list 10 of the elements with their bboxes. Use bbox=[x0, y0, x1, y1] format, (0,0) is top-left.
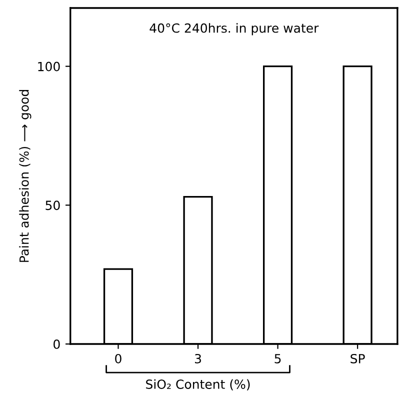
y-tick-label: 100 bbox=[38, 62, 60, 72]
x-tick-label: 3 bbox=[194, 354, 201, 364]
y-tick-label: 50 bbox=[46, 200, 60, 210]
y-axis-title: Paint adhesion (%) ⟶ good bbox=[19, 90, 32, 262]
x-tick-label: SP bbox=[350, 354, 365, 364]
y-tick-label: 0 bbox=[54, 339, 60, 349]
x-axis-title: SiO₂ Content (%) bbox=[146, 379, 250, 390]
x-tick-label: 5 bbox=[274, 354, 281, 364]
annotation: 40°C 240hrs. in pure water bbox=[150, 23, 319, 36]
x-tick-label: 0 bbox=[115, 354, 122, 364]
